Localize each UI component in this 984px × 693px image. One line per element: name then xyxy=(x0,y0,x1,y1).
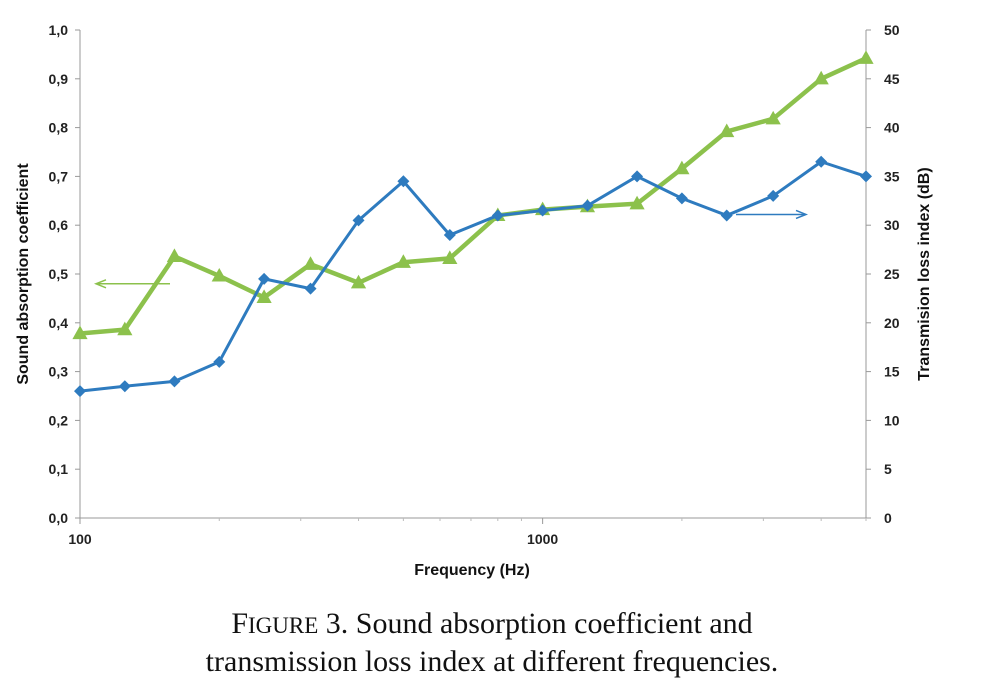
left-tick-label: 0,8 xyxy=(49,120,69,136)
x-tick-label: 100 xyxy=(68,531,92,547)
figure-number: 3. xyxy=(325,607,349,640)
data-point xyxy=(860,170,872,183)
series-absorption xyxy=(74,155,872,398)
data-point xyxy=(765,110,781,125)
x-axis-ticks: 100 1000 xyxy=(68,518,867,547)
x-tick-label: 1000 xyxy=(527,531,558,547)
series-group xyxy=(72,50,874,398)
left-tick-label: 0,0 xyxy=(49,510,69,526)
data-point xyxy=(720,209,733,222)
data-point xyxy=(166,248,183,263)
right-axis-ticks: 0 5 10 15 20 25 30 35 40 45 50 xyxy=(866,22,900,526)
data-point xyxy=(629,195,645,210)
annotation-arrows xyxy=(93,209,809,289)
data-point xyxy=(350,274,367,289)
left-tick-label: 0,3 xyxy=(49,364,69,380)
caption-text-line-1: Sound absorption coefficient and xyxy=(355,607,753,640)
right-tick-label: 40 xyxy=(884,120,900,136)
right-tick-label: 20 xyxy=(884,315,900,331)
right-axis-title: Transmision loss index (dB) xyxy=(916,167,933,380)
data-point xyxy=(767,189,780,202)
left-tick-label: 0,1 xyxy=(49,461,69,477)
right-tick-label: 15 xyxy=(884,364,900,380)
left-tick-label: 0,4 xyxy=(49,315,69,331)
data-point xyxy=(815,155,828,168)
data-point xyxy=(581,199,594,212)
right-tick-label: 35 xyxy=(884,168,900,184)
data-point xyxy=(397,175,410,188)
caption-line-1: Figure 3. Sound absorption coefficient a… xyxy=(0,606,984,644)
data-point xyxy=(256,289,272,304)
data-point xyxy=(675,192,688,205)
left-tick-label: 0,9 xyxy=(49,71,69,87)
data-point xyxy=(258,272,271,285)
data-point xyxy=(443,228,456,241)
right-tick-label: 0 xyxy=(884,510,892,526)
data-point xyxy=(117,321,133,336)
arrow-left-head xyxy=(93,279,107,289)
figure-caption: Figure 3. Sound absorption coefficient a… xyxy=(0,606,984,680)
data-point xyxy=(536,204,549,217)
right-tick-label: 5 xyxy=(884,461,892,477)
data-point xyxy=(72,325,88,340)
left-axis-ticks: 0,0 0,1 0,2 0,3 0,4 0,5 0,6 0,7 0,8 0,9 1,0 xyxy=(49,22,80,526)
data-point xyxy=(395,254,411,268)
data-point xyxy=(491,209,504,222)
series-transmission-loss xyxy=(72,50,874,340)
data-point xyxy=(674,160,690,175)
left-tick-label: 0,6 xyxy=(49,217,69,233)
data-point xyxy=(631,170,644,183)
x-axis-title: Frequency (Hz) xyxy=(414,562,530,579)
left-tick-label: 0,7 xyxy=(49,168,69,184)
data-point xyxy=(719,123,735,138)
left-tick-label: 0,5 xyxy=(49,266,69,282)
data-point xyxy=(302,256,319,270)
arrow-right-head xyxy=(795,209,809,220)
data-point xyxy=(304,282,317,295)
chart: 0,0 0,1 0,2 0,3 0,4 0,5 0,6 0,7 0,8 0,9 1,0 0 5 10 15… xyxy=(15,22,933,579)
series-line xyxy=(79,56,867,336)
data-point xyxy=(118,380,131,393)
data-point xyxy=(813,70,829,85)
data-point xyxy=(168,375,181,388)
axes xyxy=(79,30,867,519)
data-point xyxy=(352,214,365,227)
right-tick-label: 45 xyxy=(884,71,900,87)
data-point xyxy=(442,250,458,264)
right-tick-label: 50 xyxy=(884,22,900,38)
left-tick-label: 1,0 xyxy=(49,22,69,38)
caption-text-line-2: transmission loss index at different fre… xyxy=(205,645,779,678)
data-point xyxy=(213,355,226,368)
right-tick-label: 10 xyxy=(884,412,900,428)
figure-label-initial: F xyxy=(231,607,249,640)
series-line xyxy=(79,160,867,393)
data-point xyxy=(858,50,874,64)
left-axis-title: Sound absorption coefficient xyxy=(15,163,32,385)
right-tick-label: 30 xyxy=(884,217,900,233)
right-tick-label: 25 xyxy=(884,266,900,282)
data-point xyxy=(74,385,86,398)
figure-label-rest: igure xyxy=(248,613,319,638)
data-point xyxy=(211,267,227,282)
left-tick-label: 0,2 xyxy=(49,412,69,428)
